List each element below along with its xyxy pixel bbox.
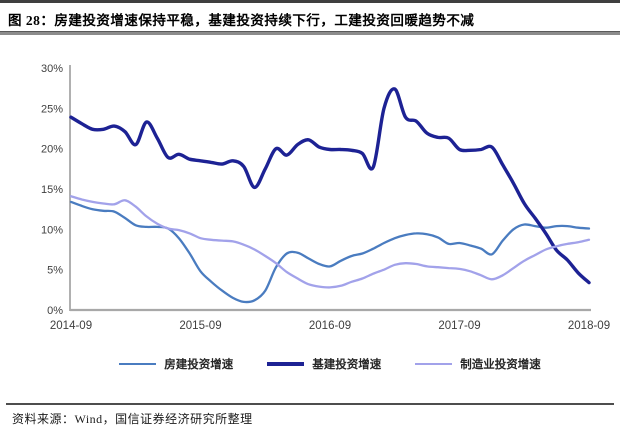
title-divider	[0, 31, 620, 35]
chart-canvas: 0% 5% 10% 15% 20% 25% 30% 2014-09 2015-09 2016-09…	[41, 63, 610, 332]
legend-swatch-1	[267, 362, 305, 366]
source-divider	[6, 403, 614, 405]
legend-label-2: 制造业投资增速	[460, 359, 541, 371]
y-tick-label: 20%	[41, 144, 63, 156]
y-tick-label: 30%	[41, 63, 63, 75]
series-line-2	[69, 195, 591, 289]
x-tick-label: 2016-09	[309, 320, 351, 332]
y-tick-label: 0%	[47, 305, 63, 317]
legend-swatch-2	[415, 362, 453, 366]
y-tick-label: 25%	[41, 103, 63, 115]
y-tick-label: 15%	[41, 184, 63, 196]
legend-label-0: 房建投资增速	[164, 359, 234, 371]
legend-item-2: 制造业投资增速	[415, 356, 541, 372]
legend-item-1: 基建投资增速	[267, 356, 381, 372]
legend-swatch-0	[119, 362, 157, 366]
figure-top-border	[0, 0, 620, 3]
series-line-0	[69, 200, 591, 304]
y-tick-label: 10%	[41, 224, 63, 236]
y-tick-label: 5%	[47, 265, 63, 277]
x-tick-label: 2015-09	[179, 320, 221, 332]
series-line-1	[69, 87, 591, 285]
x-tick-label: 2018-09	[568, 320, 610, 332]
line-chart: 0% 5% 10% 15% 20% 25% 30% 2014-09 2015-09 2016-09…	[0, 42, 620, 342]
legend-item-0: 房建投资增速	[119, 356, 233, 372]
x-tick-label: 2017-09	[438, 320, 480, 332]
legend-label-1: 基建投资增速	[312, 359, 382, 371]
chart-legend: 房建投资增速 基建投资增速 制造业投资增速	[70, 356, 590, 372]
source-note: 资料来源：Wind，国信证券经济研究所整理	[12, 412, 253, 426]
x-tick-label: 2014-09	[50, 320, 92, 332]
figure-title: 图 28：房建投资增速保持平稳，基建投资持续下行，工建投资回暖趋势不减	[8, 13, 475, 28]
